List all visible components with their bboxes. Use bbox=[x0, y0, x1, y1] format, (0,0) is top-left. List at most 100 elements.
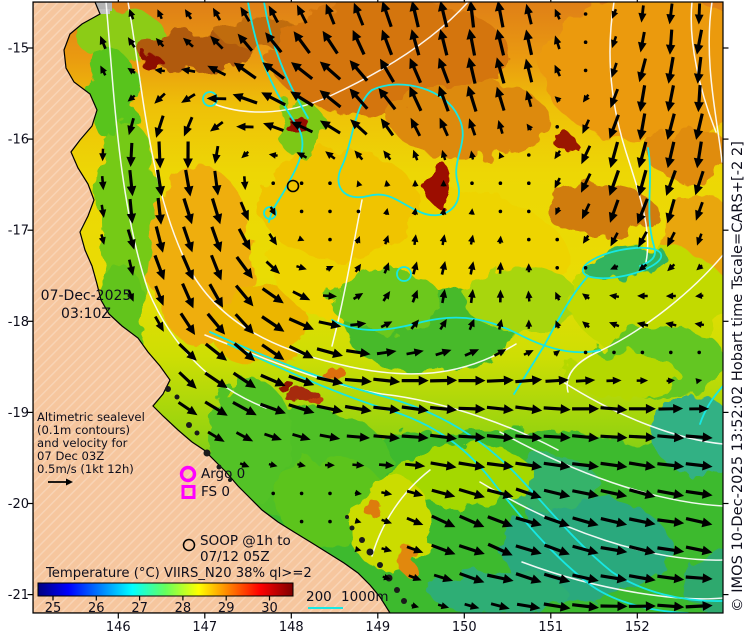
y-tick-label: -21 bbox=[8, 588, 29, 603]
velocity-arrow bbox=[381, 489, 393, 497]
velocity-arrow bbox=[354, 546, 362, 553]
velocity-arrow bbox=[543, 432, 571, 443]
velocity-arrow bbox=[127, 259, 135, 276]
velocity-arrow bbox=[468, 208, 475, 215]
velocity-arrow bbox=[694, 29, 704, 55]
velocity-arrow bbox=[207, 65, 227, 77]
velocity-arrow bbox=[609, 321, 620, 329]
velocity-arrow bbox=[437, 57, 450, 84]
velocity-arrow bbox=[181, 254, 194, 281]
velocity-dot bbox=[299, 181, 304, 185]
velocity-dot bbox=[328, 237, 332, 242]
velocity-arrow bbox=[439, 261, 447, 275]
velocity-arrow bbox=[212, 145, 221, 164]
velocity-arrow bbox=[554, 150, 562, 160]
colorbar-tick-label: 26 bbox=[88, 601, 105, 616]
velocity-arrow bbox=[572, 516, 599, 528]
velocity-arrow bbox=[237, 33, 254, 52]
velocity-arrow bbox=[210, 198, 223, 225]
velocity-arrow bbox=[458, 460, 486, 471]
y-tick-label: -17 bbox=[8, 224, 29, 239]
velocity-arrow bbox=[353, 2, 365, 26]
velocity-arrow bbox=[234, 284, 254, 307]
velocity-arrow bbox=[496, 235, 504, 244]
x-tick-label: 146 bbox=[106, 620, 131, 635]
velocity-dot bbox=[328, 209, 332, 214]
velocity-dot bbox=[328, 519, 332, 524]
velocity-arrow bbox=[382, 574, 391, 581]
velocity-arrow bbox=[210, 254, 223, 281]
velocity-arrow bbox=[525, 319, 533, 329]
velocity-arrow bbox=[637, 113, 647, 141]
velocity-arrow bbox=[352, 30, 366, 56]
velocity-arrow bbox=[495, 86, 506, 111]
velocity-arrow bbox=[344, 376, 372, 386]
velocity-arrow bbox=[290, 91, 314, 108]
velocity-key-arrow bbox=[48, 478, 73, 486]
velocity-arrow bbox=[628, 601, 656, 612]
velocity-arrow bbox=[486, 432, 514, 443]
velocity-arrow bbox=[154, 92, 166, 104]
velocity-arrow bbox=[382, 291, 391, 302]
velocity-arrow bbox=[401, 375, 429, 386]
velocity-arrow bbox=[638, 31, 647, 53]
velocity-arrow bbox=[545, 375, 569, 386]
velocity-arrow bbox=[412, 149, 420, 161]
velocity-arrow bbox=[581, 145, 592, 165]
velocity-arrow bbox=[458, 544, 485, 556]
velocity-arrow bbox=[409, 86, 423, 112]
velocity-arrow bbox=[322, 292, 337, 300]
velocity-arrow bbox=[636, 169, 648, 197]
velocity-arrow bbox=[555, 320, 562, 329]
velocity-arrow bbox=[154, 141, 165, 169]
velocity-arrow bbox=[466, 2, 477, 28]
velocity-arrow bbox=[268, 152, 278, 159]
velocity-arrow bbox=[100, 65, 107, 76]
velocity-dot bbox=[271, 491, 276, 496]
velocity-arrow bbox=[210, 35, 224, 50]
velocity-arrow bbox=[665, 321, 677, 329]
velocity-arrow bbox=[469, 150, 476, 160]
velocity-arrow bbox=[665, 141, 676, 169]
colorbar-tick-label: 29 bbox=[218, 601, 235, 616]
velocity-arrow bbox=[468, 118, 477, 136]
velocity-arrow bbox=[582, 94, 590, 103]
bathymetry-contours bbox=[202, 2, 723, 613]
velocity-arrow bbox=[127, 37, 136, 48]
velocity-arrow bbox=[440, 179, 447, 187]
velocity-arrow bbox=[636, 198, 649, 224]
velocity-arrow bbox=[636, 321, 649, 329]
velocity-arrow bbox=[600, 404, 628, 414]
velocity-arrow bbox=[582, 293, 590, 301]
velocity-arrow bbox=[572, 403, 600, 414]
velocity-arrow bbox=[322, 30, 339, 55]
velocity-arrow bbox=[606, 376, 622, 385]
axis-ticks bbox=[27, 0, 729, 619]
velocity-dot bbox=[299, 209, 304, 214]
velocity-arrow bbox=[412, 179, 419, 187]
velocity-arrow bbox=[98, 176, 107, 191]
velocity-arrow bbox=[572, 489, 599, 499]
velocity-arrow bbox=[600, 545, 628, 556]
velocity-dot bbox=[527, 209, 531, 214]
velocity-arrow bbox=[354, 150, 364, 161]
velocity-arrow bbox=[490, 602, 510, 611]
velocity-dot bbox=[498, 181, 503, 185]
velocity-arrow bbox=[693, 56, 704, 84]
velocity-arrow bbox=[525, 263, 533, 273]
velocity-arrow bbox=[378, 461, 395, 469]
y-tick-label: -15 bbox=[8, 42, 29, 57]
velocity-arrow bbox=[154, 315, 164, 332]
velocity-arrow bbox=[486, 375, 514, 386]
velocity-arrow bbox=[154, 67, 165, 75]
velocity-dot bbox=[527, 237, 531, 242]
velocity-arrow bbox=[658, 404, 684, 414]
velocity-arrow bbox=[406, 348, 424, 357]
velocity-arrow bbox=[433, 573, 454, 583]
velocity-arrow bbox=[523, 58, 534, 83]
velocity-arrow bbox=[99, 35, 107, 50]
velocity-arrow bbox=[543, 460, 571, 471]
velocity-arrow bbox=[464, 602, 480, 610]
velocity-dot bbox=[328, 491, 332, 496]
velocity-arrow bbox=[290, 121, 314, 134]
